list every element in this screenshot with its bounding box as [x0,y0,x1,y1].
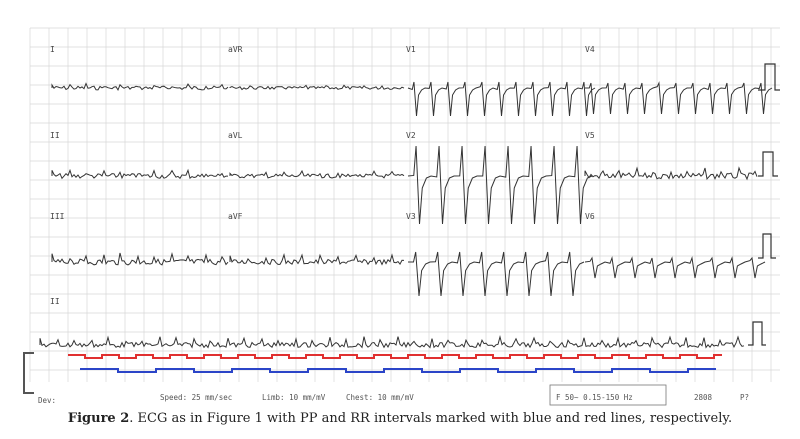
pp-interval-line [80,368,716,373]
grid-lines [29,27,780,382]
footer-code: 2808 [694,393,713,402]
lead-label-aVL: aVL [228,131,243,140]
ecg-trace-row2-seg1 [51,168,228,180]
lead-label-V1: V1 [406,45,416,54]
calibration-pulse-row1 [758,63,780,91]
lead-label-aVF: aVF [228,212,243,221]
lead-label-V4: V4 [585,45,595,54]
filter-box [549,384,667,406]
ecg-trace-row1-seg4 [584,81,773,115]
ecg-traces [39,81,773,349]
calibration-pulse-row2 [758,151,778,177]
ecg-trace-row2-seg2 [229,169,405,179]
footer-chest: Chest: 10 mm/mV [346,393,414,402]
lead-label-V3: V3 [406,212,416,221]
interval-markers [68,354,722,373]
footer-page: P? [740,393,749,402]
footer-dev: Dev: [38,396,56,405]
ecg-trace-row2-seg4 [584,166,758,181]
ecg-trace-row1-seg3 [407,81,596,117]
caption-text: . ECG as in Figure 1 with PP and RR inte… [129,411,733,426]
lead-label-V6: V6 [585,212,595,221]
footer-limb: Limb: 10 mm/mV [262,393,326,402]
lead-label-aVR: aVR [228,45,243,54]
calibration-pulse-row3 [758,233,776,259]
lead-label-I: I [50,45,55,54]
lead-label-V5: V5 [585,131,595,140]
ecg-trace-row3-seg4 [584,256,766,279]
footer-speed: Speed: 25 mm/sec [160,393,232,402]
lead-label-V2: V2 [406,131,416,140]
ecg-grid [29,27,780,382]
calibration-pulse-row4 [748,321,766,346]
ecg-trace-row3-seg3 [407,251,585,297]
caption-label: Figure 2 [67,411,130,426]
lead-label-II: II [50,131,60,140]
ecg-strip: I aVR V1 V4 II aVL V2 V5 III aVF V3 V6 I… [23,27,780,406]
ecg-trace-row4-seg1 [39,334,745,349]
ecg-trace-row1-seg2 [229,84,405,91]
figure-caption: Figure 2. ECG as in Figure 1 with PP and… [0,411,800,426]
left-bracket [23,352,34,394]
ecg-trace-row2-seg3 [407,145,593,225]
rr-interval-line [68,354,722,359]
footer-filter: F 50~ 0.15-150 Hz [556,393,633,402]
ecg-trace-row1-seg1 [51,82,229,92]
lead-label-II-rhythm: II [50,297,60,306]
ecg-trace-row3-seg2 [229,252,405,266]
ecg-trace-row3-seg1 [51,251,229,266]
lead-label-III: III [50,212,65,221]
